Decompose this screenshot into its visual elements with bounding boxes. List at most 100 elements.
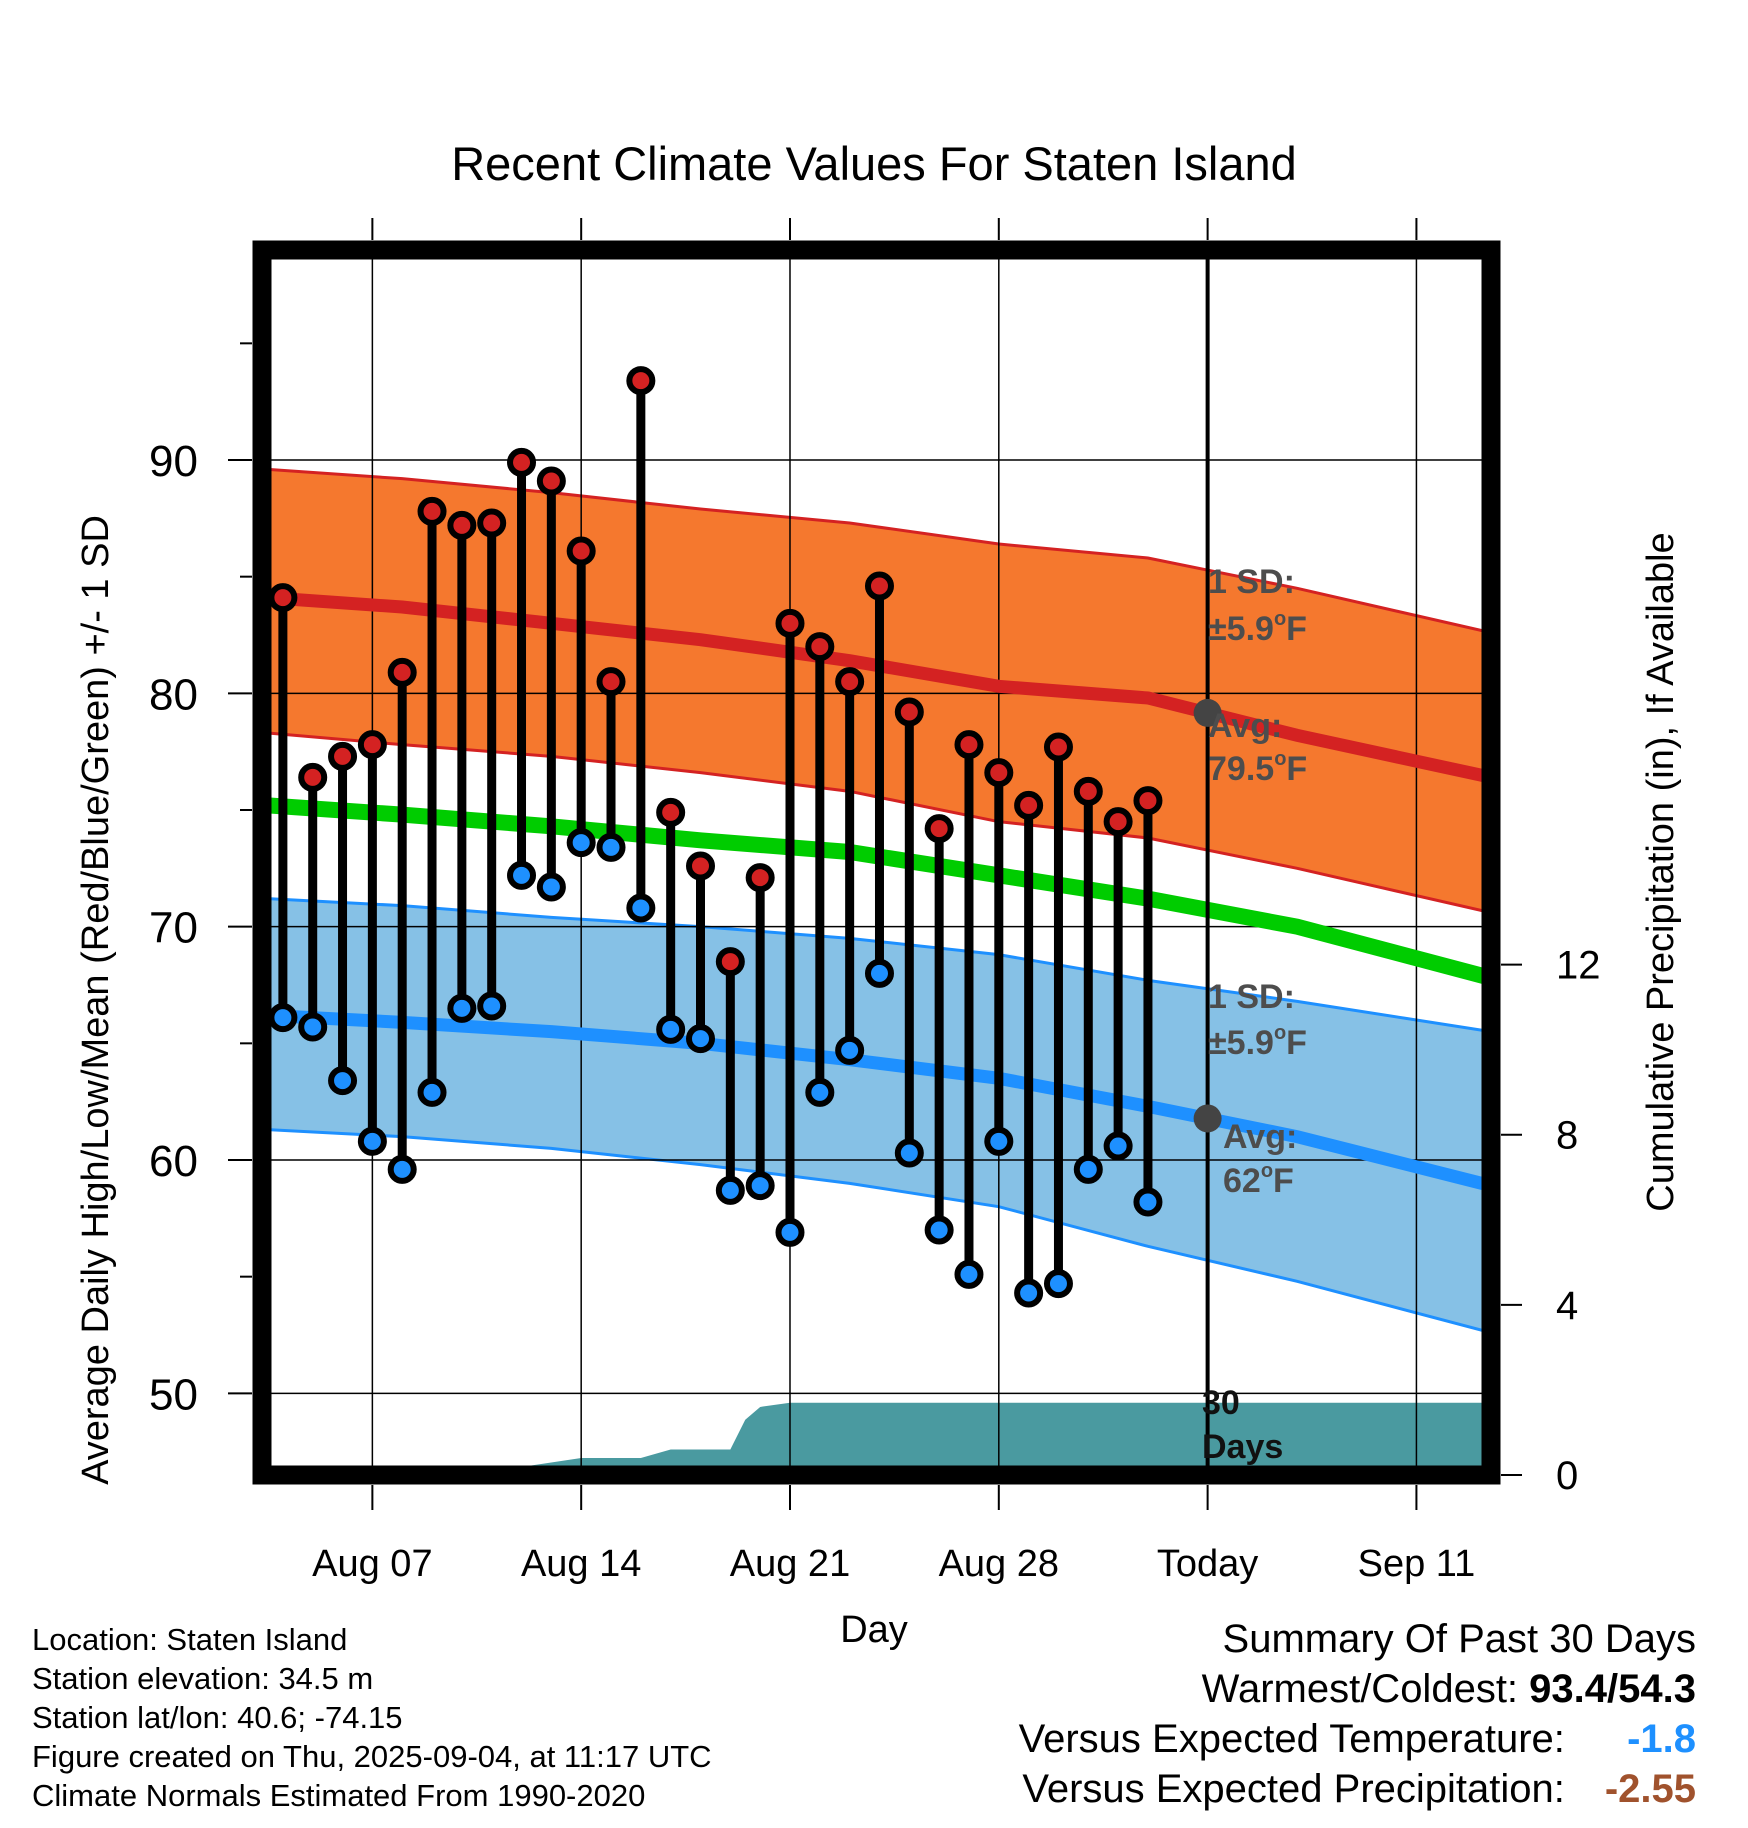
low-sd-annotation: 1 SD: ±5.9oF [1208,978,1307,1062]
days-label-number: 30 [1202,1384,1240,1422]
temp-value: -1.8 [1627,1717,1696,1761]
obs-high-point [715,947,745,977]
warm-cold-value: 93.4/54.3 [1529,1667,1696,1711]
obs-high-point [357,730,387,760]
y-tick-label-0: 50 [149,1370,198,1419]
summary-title: Summary Of Past 30 Days [1222,1617,1696,1661]
obs-low-point [835,1035,865,1065]
obs-high-point [447,510,477,540]
obs-low-point [566,828,596,858]
obs-low-point [984,1126,1014,1156]
today-high-marker [1193,698,1222,727]
precip-label: Versus Expected Precipitation: [1022,1767,1565,1811]
x-tick-label-3: Aug 28 [939,1543,1059,1585]
low-lower-line [267,1128,1491,1335]
low-sd-annotation-unit: F [1286,1024,1307,1062]
y-tick-label-1: 60 [149,1137,198,1186]
obs-high-point [805,632,835,662]
obs-high-point [984,758,1014,788]
obs-high-point [1073,776,1103,806]
obs-high-point [1043,732,1073,762]
obs-low-point [268,1003,298,1033]
high-avg-annotation-unit: F [1286,750,1307,788]
obs-high-point [596,667,626,697]
obs-low-point [924,1215,954,1245]
high-avg-annotation-title: Avg: [1208,707,1282,745]
obs-high-point [477,508,507,538]
obs-high-point [835,667,865,697]
high-sd-annotation-degree: o [1274,608,1286,630]
obs-low-point [477,991,507,1021]
obs-low-point [1073,1154,1103,1184]
normals-text: Climate Normals Estimated From 1990-2020 [32,1778,646,1813]
low-avg-annotation-unit: F [1273,1162,1294,1200]
obs-low-point [328,1066,358,1096]
y-tick-label-4: 90 [149,437,198,486]
obs-high-point [1103,807,1133,837]
obs-high-point [536,466,566,496]
x-tick-label-4: Today [1157,1543,1258,1585]
high-sd-annotation-value: ±5.9oF [1208,608,1307,648]
summary-warm-cold: Warmest/Coldest: 93.4/54.3 [1019,1664,1696,1714]
obs-high-point [268,583,298,613]
precipitation-area [262,1402,1491,1475]
low-avg-annotation: Avg: 62oF [1223,1118,1297,1200]
precip-value: -2.55 [1604,1767,1696,1811]
obs-low-point [1043,1269,1073,1299]
low-sd-annotation-number: ±5.9 [1208,1024,1274,1062]
obs-low-point [864,958,894,988]
location-text: Location: Staten Island [32,1622,348,1657]
high-sd-annotation-number: ±5.9 [1208,610,1274,648]
y-right-tick-label-3: 12 [1556,944,1601,988]
obs-low-point [715,1175,745,1205]
summary-temp: Versus Expected Temperature: -1.8 [1019,1714,1696,1764]
obs-low-point [805,1077,835,1107]
high-avg-line [267,591,1491,784]
summary-panel: Summary Of Past 30 Days Warmest/Coldest:… [1019,1614,1696,1814]
low-avg-annotation-title: Avg: [1223,1118,1297,1156]
y-tick-label-2: 70 [149,904,198,953]
obs-low-point [387,1154,417,1184]
y-right-tick-label-0: 0 [1556,1454,1578,1498]
high-avg-annotation-degree: o [1274,748,1286,770]
high-sd-annotation-title: 1 SD: [1208,563,1295,601]
today-low-marker [1193,1104,1222,1133]
y-right-tick-label-1: 4 [1556,1284,1578,1328]
high-sd-annotation-unit: F [1286,610,1307,648]
obs-low-point [686,1024,716,1054]
station-info: Location: Staten Island Station elevatio… [32,1620,712,1815]
low-avg-annotation-number: 62 [1223,1162,1261,1200]
high-avg-annotation: Avg:79.5oF [1208,707,1307,788]
obs-low-point [536,872,566,902]
obs-high-point [745,863,775,893]
obs-high-point [417,496,447,526]
obs-high-point [686,851,716,881]
obs-high-point [656,797,686,827]
obs-high-point [298,762,328,792]
obs-low-point [357,1126,387,1156]
obs-low-point [626,893,656,923]
low-sd-annotation-title: 1 SD: [1208,978,1295,1016]
obs-high-point [894,697,924,727]
x-tick-label-1: Aug 14 [521,1543,641,1585]
obs-high-point [387,657,417,687]
obs-high-point [328,741,358,771]
obs-high-point [775,608,805,638]
obs-low-point [298,1012,328,1042]
created-text: Figure created on Thu, 2025-09-04, at 11… [32,1739,712,1774]
high-sd-annotation: 1 SD: ±5.9oF [1208,563,1307,648]
x-tick-label-0: Aug 07 [312,1543,432,1585]
obs-low-point [417,1077,447,1107]
warm-cold-label: Warmest/Coldest: [1201,1667,1519,1711]
obs-low-point [596,832,626,862]
obs-low-point [447,993,477,1023]
obs-low-point [1133,1187,1163,1217]
obs-low-point [656,1014,686,1044]
low-sd-band [267,898,1491,1333]
obs-high-point [924,814,954,844]
obs-high-point [566,536,596,566]
low-avg-annotation-value: 62oF [1223,1160,1294,1200]
obs-low-point [775,1217,805,1247]
x-axis-label: Day [840,1609,908,1651]
